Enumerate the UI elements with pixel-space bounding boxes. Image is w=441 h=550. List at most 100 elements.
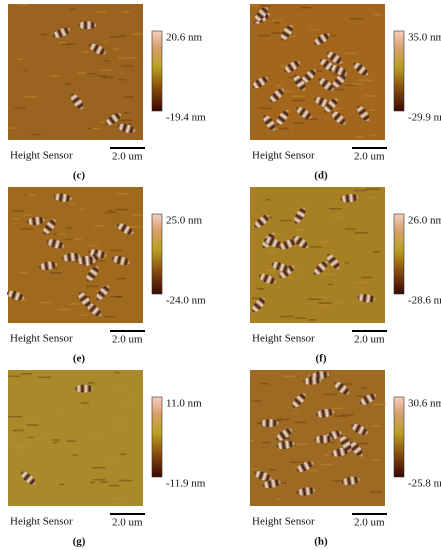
texture	[291, 99, 305, 102]
texture	[8, 375, 20, 378]
texture	[116, 277, 126, 280]
panel: 30.6 nm -25.8 nm Height Sensor 2.0 um (h)	[250, 370, 441, 548]
domain	[78, 21, 97, 30]
colorbar-min-label: -25.8 nm	[408, 478, 441, 490]
domain	[258, 273, 276, 284]
texture	[312, 70, 322, 72]
texture	[23, 193, 28, 196]
texture	[354, 189, 368, 192]
texture	[333, 88, 345, 91]
texture	[53, 413, 60, 416]
texture	[119, 453, 127, 456]
texture	[92, 478, 106, 481]
texture	[118, 119, 133, 121]
texture	[345, 228, 356, 230]
texture	[58, 42, 67, 44]
texture	[128, 225, 143, 228]
texture	[87, 382, 95, 384]
texture	[85, 285, 99, 288]
domain	[316, 409, 334, 418]
afm-image	[250, 370, 387, 506]
domain	[276, 110, 289, 126]
texture	[288, 127, 293, 129]
texture	[307, 298, 322, 301]
texture	[22, 69, 27, 72]
colorbar-max-label: 20.6 nm	[166, 32, 203, 44]
texture	[125, 57, 137, 59]
texture	[269, 469, 277, 471]
texture	[280, 219, 292, 222]
texture	[349, 17, 363, 20]
texture	[112, 48, 119, 51]
domain	[303, 376, 322, 385]
texture	[253, 299, 259, 302]
domain	[62, 253, 80, 262]
texture	[72, 238, 82, 240]
texture	[80, 314, 88, 316]
colorbar-min-label: -19.4 nm	[166, 112, 206, 124]
texture	[104, 458, 119, 461]
domain	[284, 60, 301, 73]
domain	[105, 112, 121, 126]
texture	[284, 277, 294, 280]
panel-caption: (e)	[73, 353, 86, 365]
texture	[265, 198, 270, 201]
texture	[105, 211, 118, 214]
texture	[287, 76, 294, 79]
domain	[314, 435, 333, 444]
texture	[320, 463, 334, 466]
texture	[318, 302, 332, 304]
colorbar-min-label: -24.0 nm	[166, 295, 206, 307]
texture	[324, 454, 329, 456]
texture	[24, 96, 38, 98]
panel: 26.0 nm -28.6 nm Height Sensor 2.0 um (f)	[250, 187, 441, 365]
texture	[121, 402, 132, 405]
texture	[374, 14, 383, 16]
texture	[115, 208, 129, 211]
afm-image	[8, 4, 143, 140]
texture	[342, 414, 354, 416]
domain	[6, 290, 25, 301]
colorbar	[151, 213, 163, 295]
texture	[8, 438, 18, 441]
texture	[87, 127, 92, 130]
texture	[121, 65, 134, 67]
texture	[116, 192, 129, 195]
domain	[254, 214, 270, 228]
texture	[27, 436, 34, 439]
texture	[283, 375, 296, 378]
texture	[104, 315, 116, 318]
texture	[284, 90, 294, 93]
texture	[256, 288, 265, 290]
texture	[118, 57, 125, 59]
texture	[49, 75, 60, 77]
texture	[294, 421, 307, 424]
texture	[65, 83, 71, 85]
texture	[61, 43, 75, 46]
texture	[100, 481, 109, 483]
texture	[88, 437, 100, 439]
texture	[132, 33, 143, 35]
domain	[264, 237, 282, 248]
domain	[334, 381, 350, 395]
texture	[360, 387, 368, 389]
texture	[67, 440, 77, 442]
panel-caption: (g)	[73, 536, 86, 548]
domain	[117, 223, 134, 235]
texture	[361, 276, 373, 279]
texture	[18, 445, 32, 448]
domain	[263, 115, 276, 131]
domain	[96, 285, 110, 301]
texture	[99, 121, 104, 124]
panel-caption: (f)	[316, 353, 327, 365]
texture	[276, 498, 282, 500]
texture	[8, 127, 15, 129]
texture	[334, 415, 348, 417]
texture	[296, 229, 305, 231]
colorbar	[151, 30, 163, 112]
texture	[53, 441, 58, 444]
domain	[269, 88, 285, 103]
domain	[271, 261, 289, 272]
domain	[262, 479, 281, 489]
